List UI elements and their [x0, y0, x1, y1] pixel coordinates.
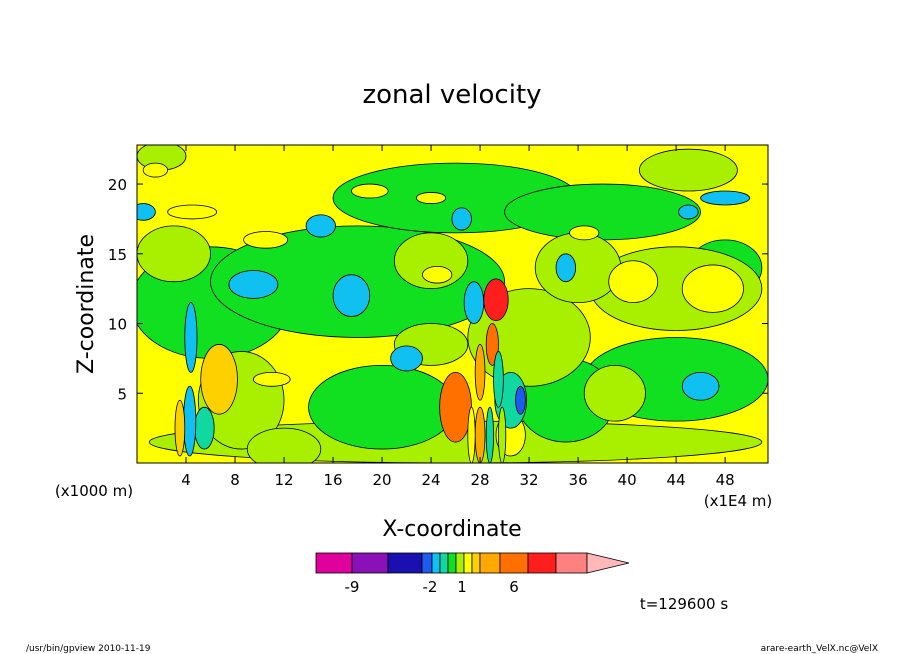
- colorbar-swatch-13: [527, 552, 557, 574]
- contour-region-57: [498, 406, 507, 463]
- colorbar-swatch-4: [421, 552, 433, 574]
- colorbar-swatch-7: [447, 552, 457, 574]
- time-annotation: t=129600 s: [640, 595, 728, 613]
- x-tick-label-16: 16: [323, 471, 342, 489]
- x-axis-label: X-coordinate: [382, 517, 521, 542]
- x-tick-label-36: 36: [569, 471, 588, 489]
- x-tick-label-44: 44: [667, 471, 686, 489]
- colorbar-label-6: 6: [509, 578, 519, 596]
- contour-region-43: [515, 385, 526, 415]
- contour-region-18: [246, 427, 322, 463]
- contour-region-40: [451, 207, 472, 231]
- contour-region-56: [485, 406, 494, 463]
- contour-region-34: [681, 371, 720, 401]
- x-tick-label-28: 28: [471, 471, 490, 489]
- contour-region-51: [483, 278, 509, 322]
- contour-region-15: [137, 225, 211, 283]
- contour-region-50: [463, 281, 485, 324]
- y-tick-label-5: 5: [117, 385, 127, 403]
- contour-region-41: [678, 204, 699, 220]
- footer-left: /usr/bin/gpview 2010-11-19: [26, 644, 151, 654]
- footer-right: arare-earth_VelX.nc@VelX: [761, 644, 878, 654]
- contour-region-38: [137, 203, 156, 221]
- contour-region-19: [583, 364, 646, 422]
- contour-region-45: [200, 344, 238, 415]
- contour-region-35: [390, 345, 423, 372]
- colorbar-label--9: -9: [345, 578, 360, 596]
- colorbar-swatch-11: [479, 552, 501, 574]
- contour-region-47: [183, 385, 197, 457]
- colorbar-label-1: 1: [457, 578, 467, 596]
- plot-frame: [136, 144, 769, 464]
- colorbar: -9 -2 1 6: [315, 552, 630, 596]
- y-tick-label-20: 20: [108, 176, 127, 194]
- contour-region-39: [700, 190, 751, 206]
- contour-region-20: [638, 148, 738, 192]
- x-tick-label-24: 24: [422, 471, 441, 489]
- contour-regions: [137, 145, 768, 463]
- contour-region-6: [504, 183, 702, 241]
- colorbar-swatch-6: [439, 552, 449, 574]
- contour-region-21: [608, 260, 659, 304]
- y-axis-label: Z-coordinate: [74, 234, 99, 374]
- colorbar-swatch-8: [455, 552, 465, 574]
- contour-region-33: [228, 270, 279, 299]
- colorbar-arrow: [586, 552, 630, 574]
- colorbar-swatch-14: [555, 552, 588, 574]
- y-tick-label-15: 15: [108, 246, 127, 264]
- contour-region-29: [252, 371, 291, 387]
- y-tick-label-10: 10: [108, 316, 127, 334]
- colorbar-swatch-3: [387, 552, 423, 574]
- contour-region-13: [534, 232, 622, 304]
- contour-region-24: [415, 192, 447, 204]
- contour-region-48: [174, 399, 186, 457]
- colorbar-swatch-1: [315, 552, 353, 574]
- contour-region-22: [681, 264, 744, 313]
- y-ticks: 5 10 15 20: [108, 176, 768, 403]
- contour-region-37: [305, 214, 336, 238]
- contour-region-46: [194, 406, 215, 450]
- contour-region-25: [167, 204, 218, 220]
- x-tick-label-48: 48: [716, 471, 735, 489]
- contour-region-26: [243, 231, 289, 249]
- contour-region-8: [308, 364, 456, 450]
- chart-title: zonal velocity: [362, 80, 541, 110]
- colorbar-swatch-12: [499, 552, 529, 574]
- x-tick-label-20: 20: [373, 471, 392, 489]
- contour-region-32: [332, 274, 371, 317]
- x-tick-label-8: 8: [230, 471, 240, 489]
- contour-region-49: [184, 302, 198, 373]
- x-unit-right: (x1E4 m): [704, 492, 773, 510]
- contour-region-44: [439, 371, 472, 443]
- colorbar-swatch-5: [431, 552, 441, 574]
- contour-region-30: [422, 265, 453, 284]
- colorbar-swatch-9: [463, 552, 473, 574]
- x-ticks: 4 8 12 16 20 24 28 32 36 40 44 48: [181, 145, 735, 489]
- contour-region-53: [474, 344, 486, 401]
- x-unit-left: (x1000 m): [55, 482, 133, 500]
- x-tick-label-32: 32: [520, 471, 539, 489]
- x-tick-label-12: 12: [274, 471, 293, 489]
- colorbar-swatch-2: [351, 552, 389, 574]
- contour-region-36: [555, 253, 577, 283]
- contour-region-28: [142, 162, 169, 178]
- x-tick-label-40: 40: [618, 471, 637, 489]
- contour-region-54: [493, 351, 504, 408]
- contour-region-27: [569, 225, 600, 241]
- contour-region-52: [485, 323, 499, 366]
- colorbar-label--2: -2: [423, 578, 438, 596]
- contour-region-55: [474, 406, 486, 463]
- x-tick-label-4: 4: [181, 471, 191, 489]
- contour-region-23: [351, 183, 389, 199]
- contour-region-58: [467, 406, 476, 463]
- colorbar-swatch-10: [471, 552, 481, 574]
